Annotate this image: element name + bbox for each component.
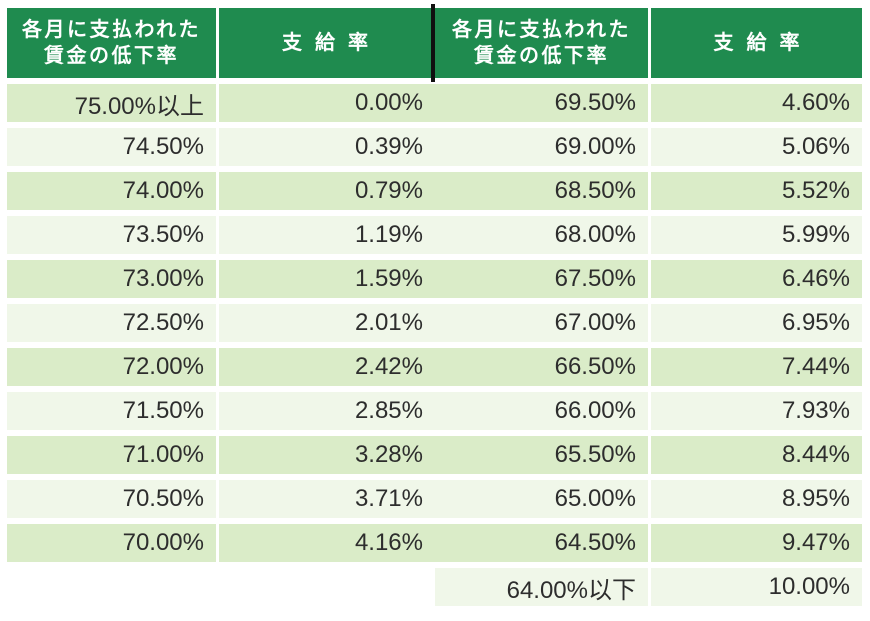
table-row: 72.50% 2.01% 67.00% 6.95% <box>7 304 862 342</box>
cell-payment-rate-left: 4.16% <box>219 524 435 562</box>
header-text: 各月に支払われた <box>22 18 201 41</box>
cell-wage-decline-right: 65.50% <box>435 436 648 474</box>
cell-payment-rate-left: 1.19% <box>219 216 435 254</box>
table-body: 75.00%以上 0.00% 69.50% 4.60% 74.50% 0.39% 69.00… <box>7 84 862 606</box>
cell-payment-rate-right: 8.95% <box>651 480 862 518</box>
header-text: 賃金の低下率 <box>474 45 609 67</box>
cell-wage-decline-left: 75.00%以上 <box>7 84 216 122</box>
benefit-rate-table: 各月に支払われた 賃金の低下率 支給率 各月に支払われた 賃金の低下率 支給率 … <box>7 4 862 612</box>
cell-payment-rate-right: 7.93% <box>651 392 862 430</box>
cell-wage-decline-left: 73.50% <box>7 216 216 254</box>
header-text: 賃金の低下率 <box>44 45 179 67</box>
cell-payment-rate-left: 2.85% <box>219 392 435 430</box>
cell-wage-decline-right: 66.00% <box>435 392 648 430</box>
cell-payment-rate-left: 0.79% <box>219 172 435 210</box>
cell-payment-rate-left <box>219 568 435 606</box>
cell-payment-rate-left: 3.71% <box>219 480 435 518</box>
cell-payment-rate-right: 9.47% <box>651 524 862 562</box>
header-payment-rate-right: 支給率 <box>651 8 862 78</box>
cell-wage-decline-right: 67.00% <box>435 304 648 342</box>
cell-payment-rate-right: 8.44% <box>651 436 862 474</box>
cell-payment-rate-left: 1.59% <box>219 260 435 298</box>
table-row: 64.00%以下 10.00% <box>7 568 862 606</box>
cell-wage-decline-left: 70.50% <box>7 480 216 518</box>
table-row: 73.50% 1.19% 68.00% 5.99% <box>7 216 862 254</box>
cell-wage-decline-right: 65.00% <box>435 480 648 518</box>
cell-wage-decline-left: 71.50% <box>7 392 216 430</box>
cell-payment-rate-left: 0.39% <box>219 128 435 166</box>
table-row: 71.00% 3.28% 65.50% 8.44% <box>7 436 862 474</box>
table-row: 70.00% 4.16% 64.50% 9.47% <box>7 524 862 562</box>
cell-wage-decline-left: 74.00% <box>7 172 216 210</box>
cell-payment-rate-left: 0.00% <box>219 84 435 122</box>
cell-wage-decline-left: 73.00% <box>7 260 216 298</box>
cell-wage-decline-right: 66.50% <box>435 348 648 386</box>
cell-payment-rate-right: 5.52% <box>651 172 862 210</box>
header-text: 支給率 <box>713 31 813 54</box>
cell-payment-rate-right: 6.46% <box>651 260 862 298</box>
cell-wage-decline-right: 69.00% <box>435 128 648 166</box>
header-wage-decline-right: 各月に支払われた 賃金の低下率 <box>435 8 648 78</box>
cell-wage-decline-left <box>7 568 216 606</box>
table-row: 72.00% 2.42% 66.50% 7.44% <box>7 348 862 386</box>
cell-wage-decline-left: 74.50% <box>7 128 216 166</box>
cell-wage-decline-left: 72.00% <box>7 348 216 386</box>
cell-wage-decline-right: 69.50% <box>435 84 648 122</box>
cell-payment-rate-right: 5.06% <box>651 128 862 166</box>
cell-payment-rate-right: 10.00% <box>651 568 862 606</box>
cell-wage-decline-right: 64.50% <box>435 524 648 562</box>
table-row: 74.00% 0.79% 68.50% 5.52% <box>7 172 862 210</box>
cell-payment-rate-right: 7.44% <box>651 348 862 386</box>
cell-wage-decline-right: 67.50% <box>435 260 648 298</box>
cell-wage-decline-left: 72.50% <box>7 304 216 342</box>
cell-wage-decline-left: 71.00% <box>7 436 216 474</box>
cell-wage-decline-right: 68.00% <box>435 216 648 254</box>
header-text: 支給率 <box>282 31 381 54</box>
cell-wage-decline-right: 64.00%以下 <box>435 568 648 606</box>
header-wage-decline-left: 各月に支払われた 賃金の低下率 <box>7 8 216 78</box>
table-row: 70.50% 3.71% 65.00% 8.95% <box>7 480 862 518</box>
table-row: 74.50% 0.39% 69.00% 5.06% <box>7 128 862 166</box>
cell-wage-decline-left: 70.00% <box>7 524 216 562</box>
table-row: 75.00%以上 0.00% 69.50% 4.60% <box>7 84 862 122</box>
cell-payment-rate-right: 4.60% <box>651 84 862 122</box>
header-text: 各月に支払われた <box>452 18 631 41</box>
cell-payment-rate-right: 6.95% <box>651 304 862 342</box>
header-payment-rate-left: 支給率 <box>219 8 431 78</box>
cell-wage-decline-right: 68.50% <box>435 172 648 210</box>
table-row: 71.50% 2.85% 66.00% 7.93% <box>7 392 862 430</box>
table-header-row: 各月に支払われた 賃金の低下率 支給率 各月に支払われた 賃金の低下率 支給率 <box>7 4 862 82</box>
cell-payment-rate-left: 3.28% <box>219 436 435 474</box>
header-table-divider <box>431 4 435 82</box>
cell-payment-rate-left: 2.42% <box>219 348 435 386</box>
cell-payment-rate-right: 5.99% <box>651 216 862 254</box>
cell-payment-rate-left: 2.01% <box>219 304 435 342</box>
table-row: 73.00% 1.59% 67.50% 6.46% <box>7 260 862 298</box>
